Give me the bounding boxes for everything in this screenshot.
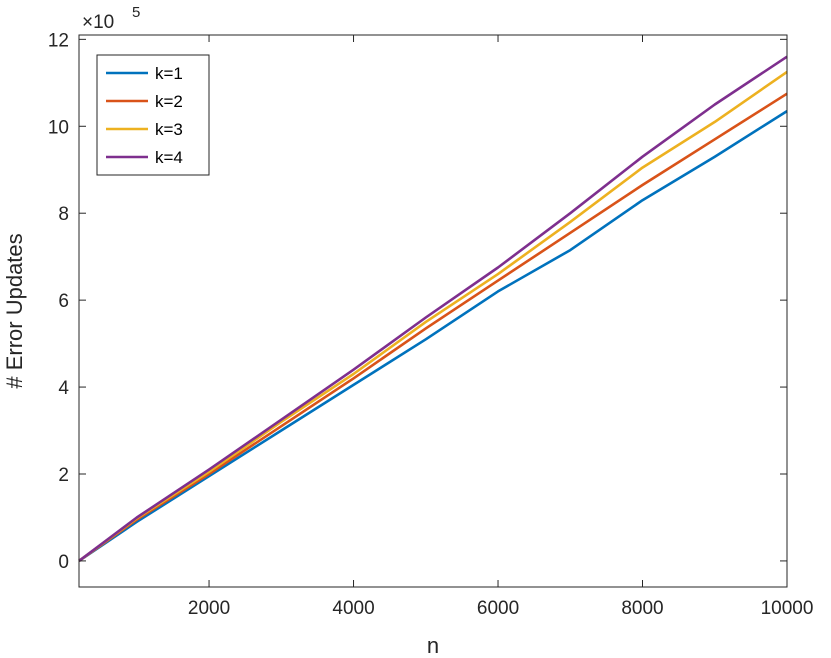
x-tick-label: 8000: [621, 598, 663, 619]
series-line-k3: [78, 70, 788, 562]
axes-box: [78, 34, 788, 588]
x-tick-label: 2000: [188, 598, 230, 619]
x-tick-label: 6000: [477, 598, 519, 619]
series-line-k1: [78, 110, 788, 562]
x-axis-ticks: 2000 4000 6000 8000 10000: [188, 35, 814, 619]
y-tick-label: 2: [58, 465, 69, 486]
x-axis-label: n: [427, 633, 439, 658]
legend-label: k=1: [155, 64, 183, 83]
y-tick-label: 0: [58, 552, 69, 573]
y-tick-label: 10: [48, 117, 69, 138]
y-exponent-label: ×10 5: [82, 4, 140, 33]
y-tick-label: 12: [48, 30, 69, 51]
x-tick-label: 10000: [761, 598, 814, 619]
y-axis-ticks: 0 2 4 6 8 10 12: [48, 30, 787, 573]
y-tick-label: 4: [58, 378, 69, 399]
series-line-k2: [78, 92, 788, 562]
legend: k=1 k=2 k=3 k=4: [96, 54, 210, 176]
series-layer: [78, 55, 788, 562]
y-axis-label: # Error Updates: [2, 233, 27, 388]
legend-label: k=2: [155, 92, 183, 111]
x-tick-label: 4000: [332, 598, 374, 619]
y-tick-label: 6: [58, 291, 69, 312]
legend-label: k=3: [155, 120, 183, 139]
y-exponent-power: 5: [132, 4, 140, 21]
legend-label: k=4: [155, 148, 183, 167]
y-exponent-base: ×10: [82, 12, 114, 33]
y-tick-label: 8: [58, 204, 69, 225]
series-line-k4: [78, 55, 788, 562]
legend-box: [96, 54, 210, 176]
